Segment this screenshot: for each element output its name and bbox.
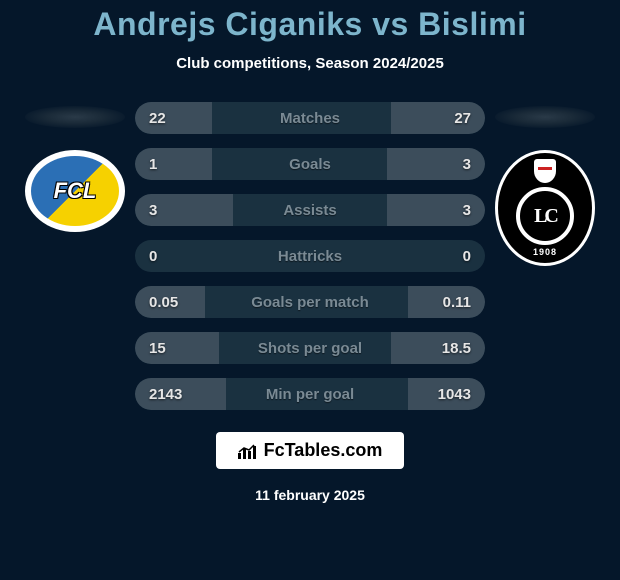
stat-label: Shots per goal	[258, 340, 362, 357]
stat-value-right: 27	[454, 110, 471, 127]
stat-value-left: 0	[149, 248, 157, 265]
stat-value-right: 0.11	[443, 294, 471, 311]
club-badge-right: LC 1908	[495, 150, 595, 266]
stat-label: Goals	[289, 156, 331, 173]
stat-row: 0 0 Hattricks	[135, 240, 485, 272]
stat-value-left: 2143	[149, 386, 182, 403]
stat-value-left: 3	[149, 202, 157, 219]
stat-value-right: 3	[463, 202, 471, 219]
stat-row: 2143 1043 Min per goal	[135, 378, 485, 410]
stat-row: 15 18.5 Shots per goal	[135, 332, 485, 364]
player-left-silhouette-shadow	[25, 106, 125, 128]
page-title: Andrejs Ciganiks vs Bislimi	[0, 0, 620, 43]
stat-label: Hattricks	[278, 248, 342, 265]
footer-date: 11 february 2025	[255, 487, 365, 503]
club-badge-right-year: 1908	[498, 247, 592, 257]
stat-label: Goals per match	[251, 294, 369, 311]
stat-row: 0.05 0.11 Goals per match	[135, 286, 485, 318]
stat-fill-left	[135, 332, 219, 364]
brand-text: FcTables.com	[264, 440, 383, 461]
club-badge-left-inner: FCL	[31, 156, 119, 226]
footer: FcTables.com 11 february 2025	[0, 432, 620, 503]
club-badge-left: FCL	[25, 150, 125, 232]
stat-row: 22 27 Matches	[135, 102, 485, 134]
club-badge-right-ring: LC	[516, 187, 574, 245]
player-right-column: LC 1908	[485, 102, 605, 266]
club-badge-right-monogram: LC	[534, 205, 556, 228]
page-subtitle: Club competitions, Season 2024/2025	[0, 55, 620, 72]
stats-bars: 22 27 Matches 1 3 Goals 3 3 Assists 0 0 Hattricks 0.…	[135, 102, 485, 410]
stat-row: 1 3 Goals	[135, 148, 485, 180]
stat-value-right: 0	[463, 248, 471, 265]
stat-value-right: 18.5	[442, 340, 471, 357]
club-badge-left-abbrev: FCL	[54, 178, 97, 204]
stat-value-left: 22	[149, 110, 166, 127]
stat-value-left: 15	[149, 340, 166, 357]
stat-row: 3 3 Assists	[135, 194, 485, 226]
stat-fill-left	[135, 148, 212, 180]
stat-label: Min per goal	[266, 386, 354, 403]
stat-fill-left	[135, 102, 212, 134]
stat-value-right: 3	[463, 156, 471, 173]
player-left-column: FCL	[15, 102, 135, 232]
comparison-panel: FCL 22 27 Matches 1 3 Goals 3 3 Assists 0 0 Hattric…	[0, 102, 620, 410]
stat-label: Assists	[283, 202, 336, 219]
player-right-silhouette-shadow	[495, 106, 595, 128]
brand-badge: FcTables.com	[216, 432, 405, 469]
stat-label: Matches	[280, 110, 340, 127]
club-badge-right-shield-icon	[534, 159, 556, 183]
stat-value-right: 1043	[438, 386, 471, 403]
stat-value-left: 1	[149, 156, 157, 173]
brand-chart-icon	[238, 443, 258, 459]
stat-value-left: 0.05	[149, 294, 178, 311]
